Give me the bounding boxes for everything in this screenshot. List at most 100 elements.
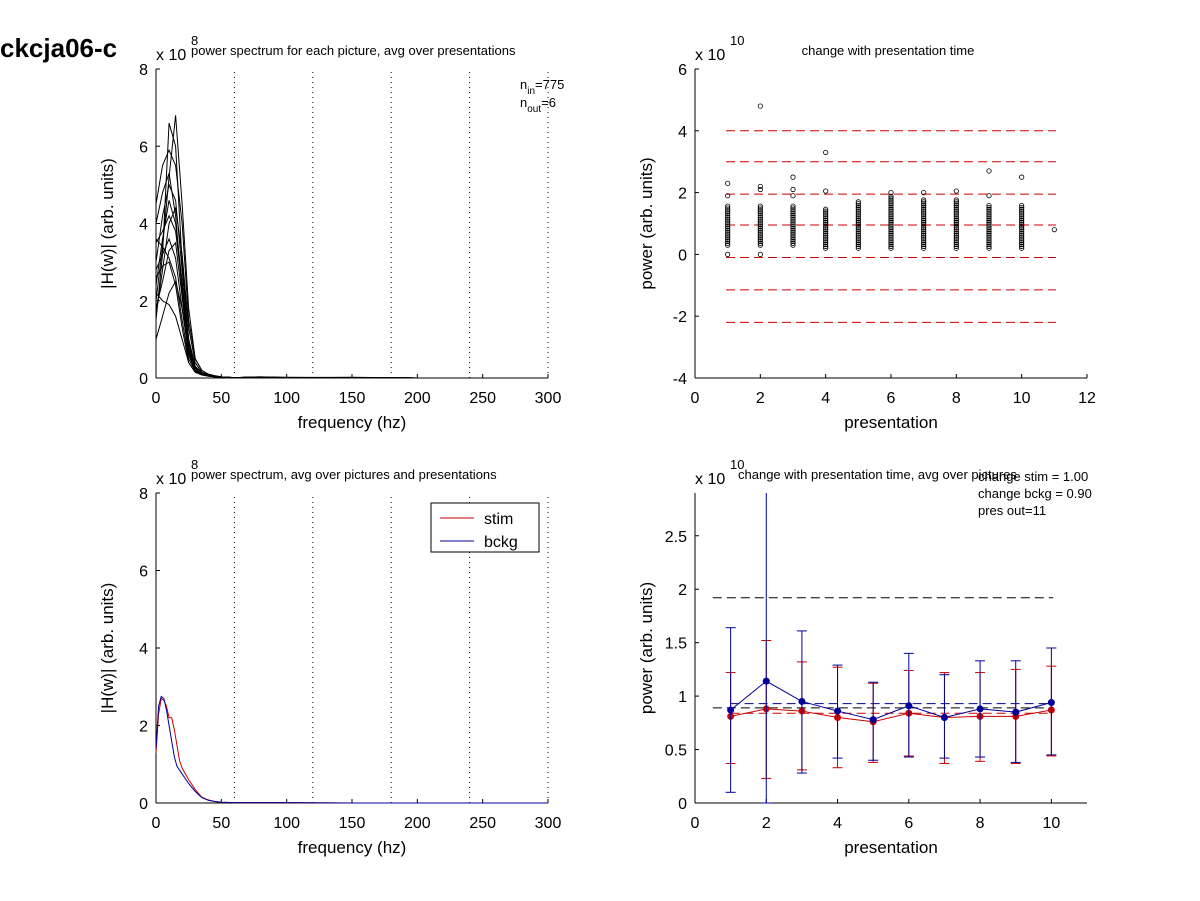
data-point	[757, 220, 763, 226]
spectrum-line	[155, 206, 548, 379]
data-point	[823, 212, 829, 218]
data-point	[986, 241, 992, 248]
data-point	[790, 216, 796, 222]
x-tick-label: 300	[535, 390, 562, 407]
data-point	[1019, 212, 1025, 218]
y-exponent-label: 8	[191, 33, 198, 48]
data-point	[790, 231, 796, 237]
data-point	[888, 219, 894, 225]
x-tick-label: 0	[152, 390, 161, 407]
data-point	[888, 232, 894, 238]
change-annotation: change bckg = 0.90	[978, 486, 1092, 501]
data-point	[855, 225, 861, 231]
y-tick-label: 0.5	[665, 743, 687, 760]
x-tick-label: 0	[152, 815, 161, 832]
data-point-outlier	[790, 193, 796, 199]
y-axis-label: |H(w)| (arb. units)	[98, 158, 117, 289]
data-point	[921, 204, 927, 211]
data-point	[790, 205, 796, 211]
y-tick-label: 4	[139, 641, 148, 658]
y-tick-label: 8	[139, 486, 148, 503]
spectrum-line	[155, 261, 548, 379]
y-tick-label: 1.5	[665, 636, 687, 653]
data-point	[953, 212, 959, 218]
spectrum-line	[155, 148, 548, 379]
y-tick-label: 2.5	[665, 529, 687, 546]
y-exponent-label: 8	[191, 457, 198, 472]
x-tick-label: 50	[212, 390, 230, 407]
data-point	[921, 234, 927, 240]
panel-power-spectrum-each-picture: 0 50 100 150 200 250 300 0 2 4 6 8 frequency (hz) |H(…	[98, 33, 564, 432]
data-point	[986, 238, 992, 244]
data-point	[757, 229, 763, 235]
data-point-bckg	[834, 707, 842, 715]
data-point	[986, 240, 992, 246]
n-in-value: =775	[535, 77, 564, 92]
data-point	[953, 227, 959, 233]
data-point	[1019, 206, 1025, 212]
data-point	[855, 199, 861, 205]
spectrum-line	[155, 183, 548, 379]
data-point	[1019, 223, 1025, 229]
data-point	[953, 223, 959, 229]
figure-suptitle: ckcja06-c	[0, 33, 117, 63]
data-point	[921, 202, 927, 209]
data-point	[953, 199, 959, 205]
data-point	[790, 214, 796, 220]
data-point	[888, 221, 894, 227]
y-tick-label: 2	[139, 719, 148, 736]
y-tick-label: 6	[678, 62, 687, 79]
data-point	[757, 211, 763, 217]
data-point	[921, 217, 927, 224]
spectrum-line	[155, 115, 548, 379]
data-point	[725, 240, 731, 246]
data-point	[823, 214, 829, 220]
data-point	[986, 228, 992, 235]
data-point	[921, 238, 927, 244]
data-point	[855, 245, 861, 251]
data-point	[855, 240, 861, 246]
data-point	[757, 231, 763, 237]
data-point	[888, 215, 894, 222]
data-point	[953, 217, 959, 224]
data-point-bckg	[976, 705, 984, 713]
data-point	[1019, 219, 1025, 225]
data-point	[986, 212, 992, 218]
data-point-bckg	[1012, 708, 1020, 716]
data-point	[855, 238, 861, 244]
x-tick-label: 100	[273, 815, 300, 832]
data-point	[855, 228, 861, 235]
panel-title: power spectrum, avg over pictures and pr…	[191, 467, 497, 482]
data-point	[888, 236, 894, 242]
n-out-annotation: nout=6	[520, 95, 556, 115]
data-point	[757, 233, 763, 239]
y-tick-label: 6	[139, 139, 148, 156]
data-point	[953, 236, 959, 242]
data-point	[855, 243, 861, 249]
data-point	[953, 228, 959, 235]
data-point	[823, 208, 829, 214]
data-point	[1019, 243, 1025, 249]
data-point	[888, 240, 894, 246]
data-point	[855, 210, 861, 216]
data-point	[790, 229, 796, 235]
data-point	[823, 232, 829, 238]
data-point	[953, 204, 959, 211]
data-point	[823, 219, 829, 225]
x-tick-label: 150	[339, 390, 366, 407]
data-point	[888, 230, 894, 236]
n-in-annotation: nin=775	[520, 77, 564, 97]
data-point	[725, 214, 731, 220]
data-point	[986, 214, 992, 220]
data-point	[888, 228, 894, 235]
data-point	[986, 234, 992, 240]
data-point-outlier	[888, 190, 894, 196]
data-point	[725, 212, 731, 219]
data-point-outlier	[757, 186, 763, 193]
x-tick-label: 8	[952, 390, 961, 407]
data-point	[953, 197, 959, 203]
x-tick-label: 2	[762, 815, 771, 832]
data-point-outlier	[725, 251, 731, 257]
data-point	[790, 211, 796, 217]
data-point	[986, 223, 992, 229]
